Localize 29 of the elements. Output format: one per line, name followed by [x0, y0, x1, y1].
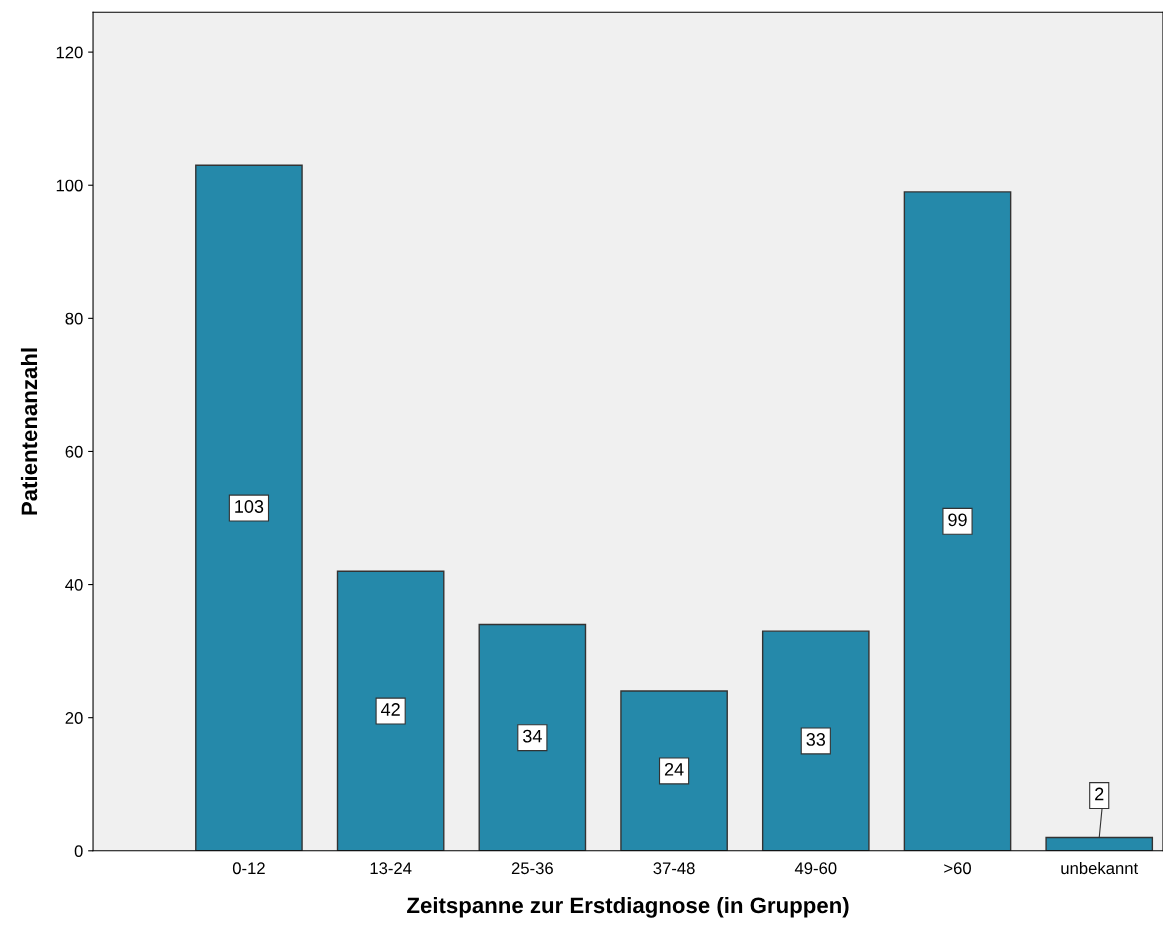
- bar: [761, 630, 870, 851]
- bar: [620, 690, 728, 851]
- data-label: 42: [381, 703, 400, 716]
- x-tick-label: 13-24: [370, 862, 412, 875]
- data-label: 99: [948, 513, 967, 527]
- bar: [478, 623, 587, 851]
- bar: [195, 164, 303, 851]
- data-label: 24: [664, 762, 684, 776]
- x-tick-label: 49-60: [794, 862, 837, 875]
- x-tick-label: unbekannt: [1061, 861, 1139, 875]
- x-tick-label: 25-36: [511, 862, 553, 875]
- data-label: 34: [523, 729, 542, 743]
- y-tick-label: 20: [65, 712, 83, 724]
- data-label: 2: [1095, 787, 1104, 801]
- x-tick-label: 37-48: [653, 862, 695, 875]
- y-tick-label: 80: [65, 312, 83, 325]
- bar: [903, 191, 1012, 851]
- x-tick-label: >60: [944, 862, 971, 875]
- x-axis-title: Zeitspanne zur Erstdiagnose (in Gruppen): [407, 896, 849, 918]
- data-label: 103: [235, 500, 264, 513]
- x-tick-label: 0-12: [232, 862, 265, 875]
- y-tick-label: 0: [74, 845, 83, 857]
- bar: [336, 570, 445, 851]
- data-label: 33: [806, 733, 826, 746]
- y-tick-label: 60: [65, 445, 83, 458]
- y-tick-label: 120: [56, 46, 83, 59]
- y-tick-label: 40: [65, 578, 83, 591]
- y-tick-label: 100: [56, 179, 83, 192]
- y-axis-title: Patientenanzahl: [20, 348, 38, 515]
